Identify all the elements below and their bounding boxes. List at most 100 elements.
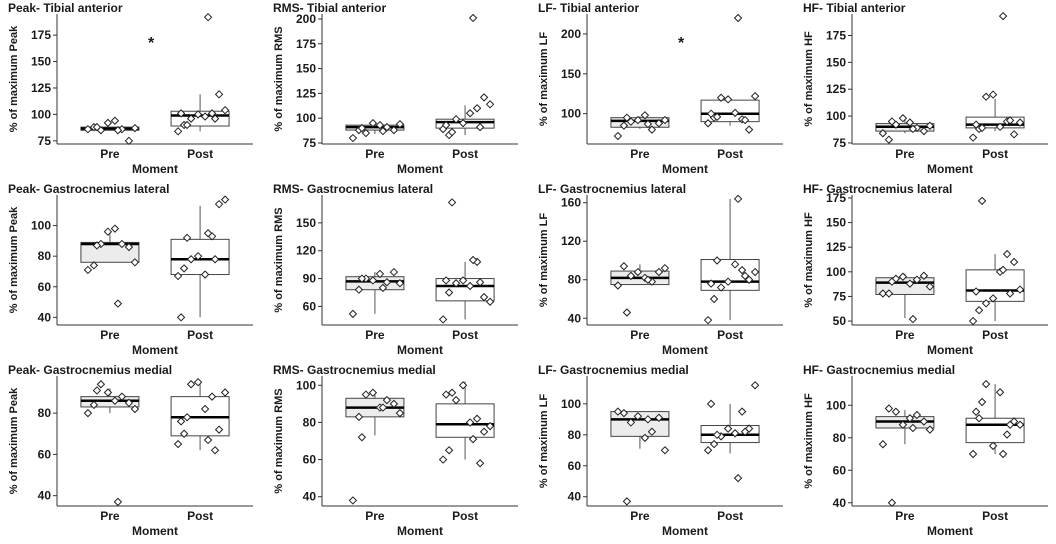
data-point bbox=[640, 433, 650, 443]
data-point bbox=[378, 403, 388, 412]
x-category-label: Post bbox=[187, 509, 213, 523]
data-point bbox=[619, 408, 629, 418]
data-point bbox=[878, 440, 888, 449]
y-tick-label: 175 bbox=[31, 28, 51, 42]
x-category-label: Post bbox=[717, 328, 743, 342]
data-point bbox=[200, 112, 210, 121]
panel-title: RMS- Gastrocnemius lateral bbox=[273, 182, 433, 196]
x-category-label: Pre bbox=[630, 509, 650, 523]
data-point bbox=[438, 455, 448, 464]
y-tick-label: 90 bbox=[303, 272, 317, 286]
data-point bbox=[176, 417, 186, 426]
data-point bbox=[378, 126, 388, 136]
data-point bbox=[220, 195, 230, 204]
data-point bbox=[220, 105, 230, 115]
y-axis-label: % of maximum LF bbox=[538, 394, 550, 488]
data-point bbox=[1009, 130, 1019, 139]
panel-title: Peak- Gastrocnemius lateral bbox=[8, 182, 169, 196]
data-point bbox=[447, 198, 457, 207]
data-point bbox=[83, 265, 93, 275]
y-tick-label: 60 bbox=[303, 299, 317, 313]
data-point bbox=[898, 114, 908, 123]
data-point bbox=[723, 95, 733, 104]
y-tick-label: 60 bbox=[833, 463, 847, 477]
y-tick-label: 75 bbox=[833, 136, 847, 150]
data-point bbox=[357, 274, 367, 283]
y-tick-label: 125 bbox=[826, 240, 846, 254]
data-point bbox=[981, 92, 991, 101]
data-point bbox=[458, 118, 468, 128]
data-point bbox=[451, 114, 461, 124]
data-point bbox=[444, 446, 454, 455]
data-point bbox=[919, 126, 929, 136]
y-tick-label: 175 bbox=[826, 191, 846, 205]
data-point bbox=[361, 390, 371, 399]
data-point bbox=[613, 407, 623, 416]
data-point bbox=[186, 255, 196, 264]
data-point bbox=[968, 449, 978, 459]
x-category-label: Pre bbox=[100, 328, 120, 342]
data-point bbox=[479, 292, 489, 302]
data-point bbox=[103, 388, 113, 397]
data-point bbox=[981, 299, 991, 308]
data-point bbox=[919, 271, 929, 280]
data-point bbox=[619, 121, 629, 130]
y-tick-label: 150 bbox=[561, 67, 581, 81]
data-point bbox=[220, 388, 230, 397]
data-point bbox=[884, 135, 894, 144]
data-point bbox=[124, 398, 134, 408]
x-axis-label: Moment bbox=[927, 343, 973, 357]
y-tick-label: 100 bbox=[826, 398, 846, 412]
data-point bbox=[130, 123, 140, 133]
y-tick-label: 125 bbox=[826, 82, 846, 96]
x-category-label: Post bbox=[717, 147, 743, 161]
data-point bbox=[451, 395, 461, 405]
data-point bbox=[1009, 257, 1019, 267]
y-tick-label: 150 bbox=[826, 55, 846, 69]
x-category-label: Post bbox=[982, 147, 1008, 161]
data-point bbox=[348, 309, 358, 319]
data-point bbox=[389, 125, 399, 135]
data-point bbox=[730, 108, 740, 118]
chart-panel: Peak- Gastrocnemius lateral % of maximum … bbox=[8, 182, 253, 357]
y-tick-label: 200 bbox=[296, 12, 316, 26]
data-point bbox=[113, 126, 123, 135]
data-point bbox=[375, 120, 385, 130]
data-point bbox=[733, 194, 743, 204]
data-point bbox=[203, 229, 213, 238]
x-category-label: Post bbox=[982, 328, 1008, 342]
data-point bbox=[643, 275, 653, 284]
panel-title: LF- Gastrocnemius lateral bbox=[538, 182, 686, 196]
data-point bbox=[887, 277, 897, 286]
x-axis-label: Moment bbox=[662, 162, 708, 176]
data-point bbox=[210, 114, 220, 123]
data-point bbox=[898, 420, 908, 429]
x-category-label: Pre bbox=[895, 509, 915, 523]
x-category-label: Pre bbox=[100, 509, 120, 523]
data-point bbox=[977, 196, 987, 206]
data-point bbox=[83, 408, 93, 418]
y-tick-label: 100 bbox=[561, 107, 581, 121]
x-category-label: Pre bbox=[365, 328, 385, 342]
x-category-label: Pre bbox=[630, 147, 650, 161]
data-point bbox=[968, 316, 978, 326]
x-axis-label: Moment bbox=[927, 162, 973, 176]
data-point bbox=[472, 104, 482, 113]
data-point bbox=[375, 269, 385, 279]
data-point bbox=[214, 425, 224, 434]
data-point bbox=[179, 264, 189, 273]
significance-marker: * bbox=[678, 35, 685, 52]
data-point bbox=[613, 281, 623, 290]
data-point bbox=[619, 262, 629, 271]
data-point bbox=[475, 459, 485, 468]
data-point bbox=[92, 241, 102, 250]
data-point bbox=[348, 133, 358, 143]
data-point bbox=[447, 127, 457, 137]
data-point bbox=[357, 433, 367, 442]
y-tick-label: 160 bbox=[561, 196, 581, 210]
data-point bbox=[905, 118, 915, 127]
data-point bbox=[908, 124, 918, 134]
panel-title: RMS- Gastrocnemius medial bbox=[273, 363, 436, 377]
data-point bbox=[1005, 116, 1015, 125]
